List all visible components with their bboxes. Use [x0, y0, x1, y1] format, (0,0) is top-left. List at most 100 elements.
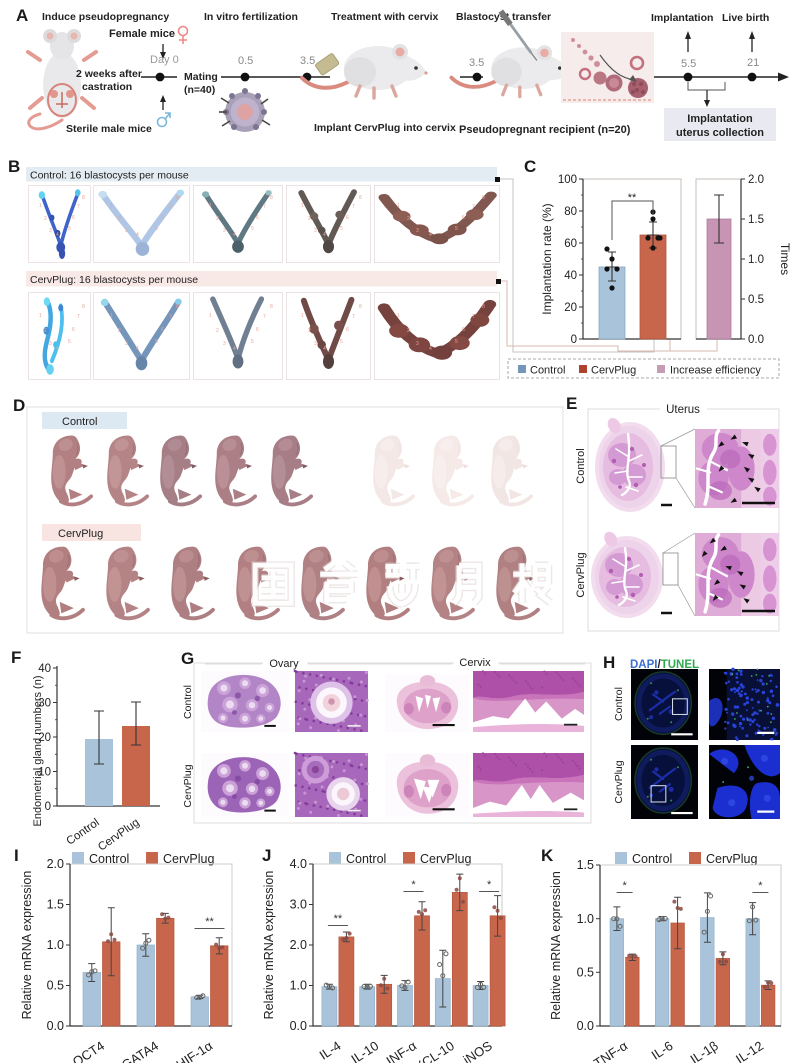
svg-text:0.5: 0.5: [748, 294, 764, 306]
svg-text:**: **: [334, 913, 343, 925]
svg-text:0.0: 0.0: [47, 1019, 64, 1033]
svg-text:Sterile male mice: Sterile male mice: [66, 123, 152, 135]
svg-text:8: 8: [270, 304, 273, 310]
svg-text:8: 8: [176, 195, 179, 201]
svg-text:Control: Control: [182, 685, 194, 719]
svg-text:2: 2: [216, 328, 219, 334]
svg-text:1.0: 1.0: [290, 979, 307, 993]
svg-text:6: 6: [72, 327, 75, 333]
svg-text:CervPlug: CervPlug: [96, 817, 142, 854]
svg-text:I: I: [14, 846, 19, 865]
svg-text:IL-4: IL-4: [317, 1038, 344, 1063]
svg-text:1: 1: [110, 203, 113, 209]
svg-text:3.5: 3.5: [300, 55, 315, 67]
svg-text:7: 7: [77, 314, 80, 320]
svg-text:8: 8: [359, 195, 362, 201]
svg-text:21: 21: [747, 57, 759, 69]
svg-text:6: 6: [256, 327, 259, 333]
svg-text:8: 8: [270, 195, 273, 201]
svg-text:3: 3: [49, 341, 52, 347]
svg-text:Relative mRNA expression: Relative mRNA expression: [549, 871, 563, 1020]
svg-text:3: 3: [223, 341, 226, 347]
svg-text:2: 2: [407, 328, 410, 334]
svg-text:20: 20: [38, 732, 51, 744]
svg-text:3: 3: [416, 228, 419, 234]
svg-text:Implantation: Implantation: [687, 113, 753, 125]
svg-text:CervPlug: CervPlug: [163, 852, 214, 866]
svg-text:Control: Control: [346, 852, 386, 866]
svg-text:6: 6: [72, 215, 75, 221]
svg-text:E: E: [566, 394, 577, 413]
svg-text:Implantation rate (%): Implantation rate (%): [540, 203, 554, 314]
svg-text:Induce pseudopregnancy: Induce pseudopregnancy: [42, 11, 169, 23]
svg-text:CervPlug: 16 blastocysts per m: CervPlug: 16 blastocysts per mouse: [30, 274, 198, 286]
svg-text:5: 5: [340, 339, 343, 345]
svg-text:7: 7: [263, 204, 266, 210]
svg-text:Mating: Mating: [184, 71, 218, 83]
svg-text:B: B: [8, 157, 20, 176]
svg-text:Relative mRNA expression: Relative mRNA expression: [262, 871, 276, 1020]
svg-text:C: C: [524, 157, 536, 176]
svg-text:CervPlug: CervPlug: [58, 528, 103, 540]
svg-text:CervPlug: CervPlug: [575, 552, 587, 597]
svg-text:1.5: 1.5: [47, 898, 64, 912]
svg-text:8: 8: [82, 195, 85, 201]
svg-text:0.5: 0.5: [238, 55, 253, 67]
svg-text:80: 80: [564, 206, 577, 218]
svg-text:3: 3: [49, 228, 52, 234]
svg-text:IL-1β: IL-1β: [687, 1038, 720, 1063]
svg-text:DAPI/TUNEL: DAPI/TUNEL: [630, 659, 699, 671]
svg-text:**: **: [205, 916, 214, 928]
svg-text:6: 6: [462, 327, 465, 333]
svg-text:7: 7: [77, 204, 80, 210]
svg-text:0: 0: [45, 801, 51, 813]
svg-text:CervPlug: CervPlug: [706, 852, 757, 866]
svg-text:1: 1: [39, 203, 42, 209]
svg-text:*: *: [411, 879, 416, 891]
svg-text:0.0: 0.0: [290, 1019, 307, 1033]
svg-text:1: 1: [209, 313, 212, 319]
svg-text:7: 7: [472, 204, 475, 210]
svg-text:7: 7: [169, 314, 172, 320]
svg-text:5: 5: [155, 339, 158, 345]
svg-text:(n=40): (n=40): [184, 84, 215, 96]
svg-text:1.0: 1.0: [577, 912, 594, 926]
svg-text:7: 7: [472, 314, 475, 320]
svg-text:4: 4: [56, 346, 59, 352]
svg-text:5: 5: [455, 226, 458, 232]
svg-text:Control: Control: [89, 852, 129, 866]
svg-text:1: 1: [397, 203, 400, 209]
svg-text:8: 8: [359, 304, 362, 310]
svg-text:4: 4: [323, 232, 326, 238]
svg-text:Female mice: Female mice: [109, 28, 175, 40]
svg-text:TNF-α: TNF-α: [591, 1038, 631, 1063]
svg-text:5: 5: [68, 339, 71, 345]
svg-text:0.5: 0.5: [577, 966, 594, 980]
svg-text:4: 4: [233, 346, 236, 352]
svg-text:0.5: 0.5: [47, 979, 64, 993]
svg-text:30: 30: [38, 698, 51, 710]
svg-text:1: 1: [209, 203, 212, 209]
svg-text:6: 6: [161, 327, 164, 333]
svg-text:2: 2: [44, 216, 47, 222]
svg-text:Implantation: Implantation: [651, 12, 713, 24]
svg-text:2: 2: [118, 216, 121, 222]
svg-text:IL-12: IL-12: [733, 1038, 766, 1063]
svg-text:*: *: [487, 879, 492, 891]
svg-text:0.0: 0.0: [748, 334, 764, 346]
svg-text:3: 3: [125, 341, 128, 347]
svg-text:2.0: 2.0: [47, 857, 64, 871]
svg-text:Pseudopregnant recipient (n=20: Pseudopregnant recipient (n=20): [459, 124, 631, 136]
svg-text:K: K: [541, 846, 554, 865]
svg-text:1: 1: [301, 313, 304, 319]
svg-text:iNOS: iNOS: [461, 1038, 495, 1063]
svg-text:Live birth: Live birth: [722, 12, 769, 24]
svg-text:1: 1: [301, 203, 304, 209]
svg-text:7: 7: [263, 314, 266, 320]
svg-text:J: J: [262, 846, 271, 865]
svg-text:3: 3: [314, 341, 317, 347]
svg-text:8: 8: [482, 304, 485, 310]
svg-text:5: 5: [155, 226, 158, 232]
svg-text:5: 5: [68, 226, 71, 232]
svg-text:8: 8: [176, 304, 179, 310]
